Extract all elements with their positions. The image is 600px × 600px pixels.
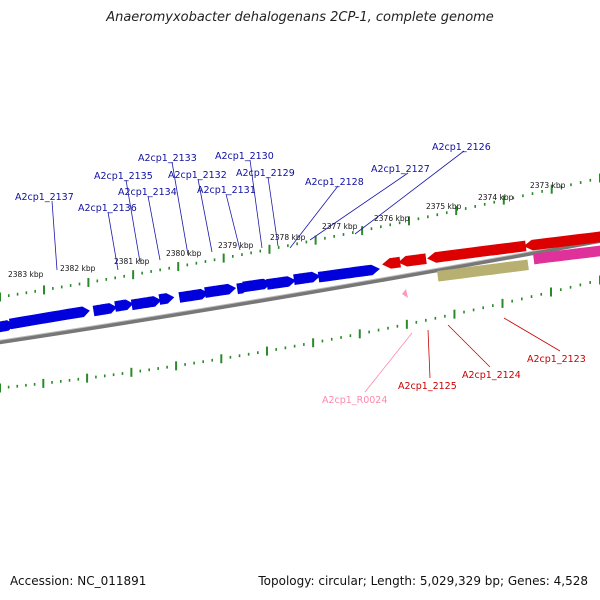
genome-summary-text: Topology: circular; Length: 5,029,329 bp…	[258, 574, 588, 588]
kbp-label: 2383 kbp	[8, 270, 44, 279]
leader-line	[107, 211, 119, 271]
backbone-line	[0, 238, 600, 345]
leader-line	[309, 172, 409, 241]
blue-gene-2	[8, 306, 90, 330]
leader-line	[125, 179, 141, 263]
gene-label-upper: A2cp1_2134	[118, 187, 177, 198]
kbp-label: 2379 kbp	[218, 241, 254, 250]
kbp-label: 2376 kbp	[374, 214, 410, 223]
blue-gene-4	[114, 299, 134, 312]
blue-gene-11	[266, 276, 297, 290]
blue-gene-13	[317, 264, 380, 283]
blue-gene-6	[158, 293, 175, 305]
gene-label-upper: A2cp1_2135	[94, 171, 153, 182]
backbone-highlight	[0, 238, 600, 341]
gene-label-lower: A2cp1_2123	[527, 354, 586, 365]
leader-line	[249, 159, 263, 249]
gene-label-upper: A2cp1_2133	[138, 153, 197, 164]
leader-line	[447, 324, 491, 368]
gene-label-lower: A2cp1_2125	[398, 381, 457, 392]
leader-line	[147, 195, 161, 261]
leader-line	[364, 332, 413, 393]
leader-line	[289, 185, 339, 249]
gene-label-upper: A2cp1_2131	[197, 185, 256, 196]
kbp-tick-track-lower	[0, 275, 600, 393]
gene-label-upper: A2cp1_2137	[15, 192, 74, 203]
kbp-label: 2381 kbp	[114, 257, 150, 266]
gene-label-upper: A2cp1_2127	[371, 164, 430, 175]
kbp-label: 2382 kbp	[60, 264, 96, 273]
gene-label-upper: A2cp1_2132	[168, 170, 227, 181]
red-gene-3	[427, 240, 527, 263]
kbp-tick-track-upper	[0, 173, 600, 302]
gene-track	[0, 231, 600, 333]
leader-line	[171, 161, 189, 256]
leader-line	[354, 150, 465, 235]
red-gene-4	[523, 231, 600, 251]
gene-label-lower: A2cp1_R0024	[322, 395, 387, 406]
blue-gene-7	[178, 288, 209, 303]
blue-gene-3	[92, 303, 118, 317]
gene-label-upper: A2cp1_2128	[305, 177, 364, 188]
map-title: Anaeromyxobacter dehalogenans 2CP-1, com…	[106, 10, 494, 25]
red-gene-1	[382, 256, 401, 269]
genome-backbone	[0, 238, 600, 345]
leader-line	[267, 176, 279, 247]
gene-labels: A2cp1_2137 A2cp1_2136 A2cp1_2135 A2cp1_2134…	[15, 142, 586, 406]
kbp-label: 2375 kbp	[426, 202, 462, 211]
blue-gene-5	[130, 296, 162, 311]
red-gene-2	[398, 253, 427, 267]
gene-label-upper: A2cp1_2126	[432, 142, 491, 153]
pseudo-gene	[437, 259, 529, 282]
gene-label-upper: A2cp1_2129	[236, 168, 295, 179]
kbp-label: 2377 kbp	[322, 222, 358, 231]
kbp-label: 2374 kbp	[478, 193, 514, 202]
leader-line	[427, 329, 431, 379]
magenta-gene	[533, 245, 600, 265]
label-leader-lines	[51, 150, 561, 393]
kbp-label: 2373 kbp	[530, 181, 566, 190]
leader-line	[51, 200, 58, 271]
gene-label-lower: A2cp1_2124	[462, 370, 521, 381]
gene-label-upper: A2cp1_2136	[78, 203, 137, 214]
kbp-label: 2378 kbp	[270, 233, 306, 242]
leader-line	[225, 193, 241, 251]
rna-gene	[402, 289, 408, 298]
leader-line	[197, 178, 213, 253]
leader-line	[503, 317, 561, 352]
gene-label-upper: A2cp1_2130	[215, 151, 274, 162]
blue-gene-8	[204, 283, 237, 298]
accession-text: Accession: NC_011891	[10, 574, 147, 588]
kbp-labels: 2383 kbp 2382 kbp 2381 kbp 2380 kbp 2379 kbp…	[8, 181, 566, 279]
kbp-label: 2380 kbp	[166, 249, 202, 258]
blue-gene-12	[293, 271, 321, 285]
